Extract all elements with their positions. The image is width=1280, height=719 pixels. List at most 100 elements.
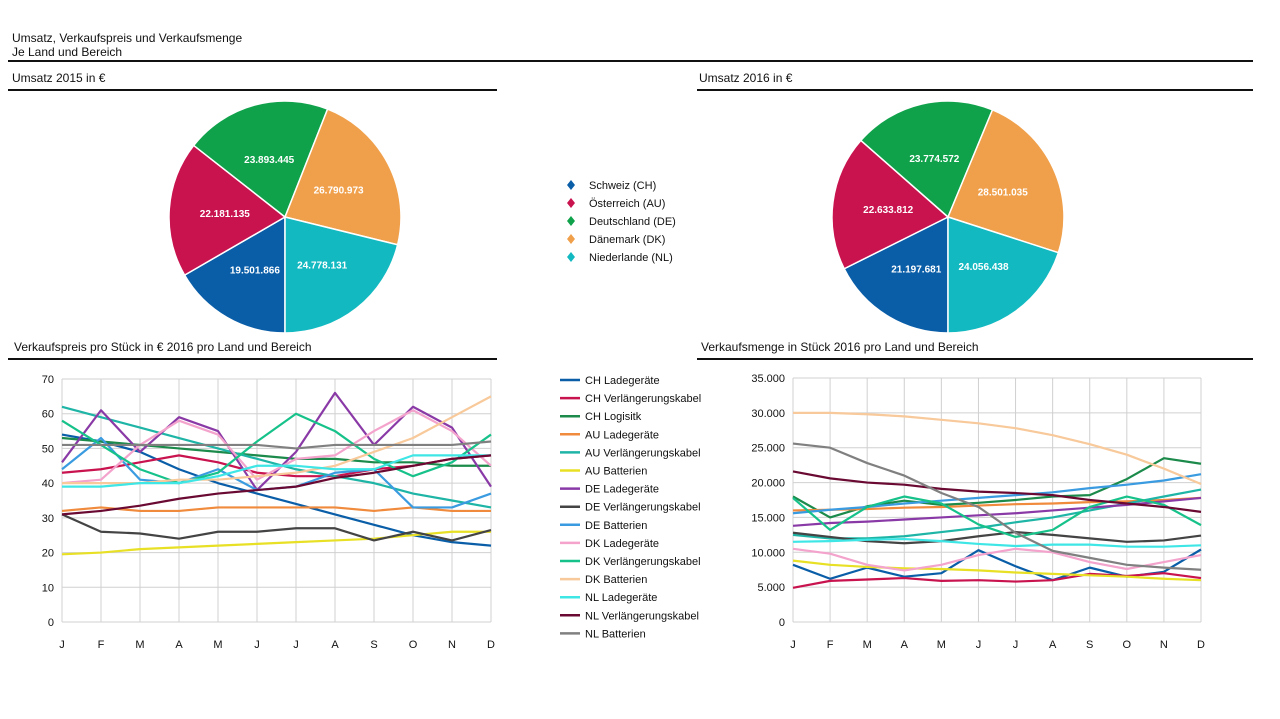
line-legend-label: NL Batterien xyxy=(585,628,646,640)
price-chart-series-12 xyxy=(62,454,491,488)
line-legend-item: DK Ladegeräte xyxy=(560,538,659,550)
quantity-chart-xtick-label: J xyxy=(1013,639,1019,651)
report-subtitle: Je Land und Bereich xyxy=(12,45,123,59)
pie-2015-title: Umsatz 2015 in € xyxy=(12,71,106,85)
pie-2015-slice-3 xyxy=(283,108,402,246)
pie-2016-slice-4 xyxy=(947,215,1060,334)
pie-legend-item: Dänemark (DK) xyxy=(567,234,665,246)
quantity-chart-title: Verkaufsmenge in Stück 2016 pro Land und… xyxy=(701,340,979,354)
quantity-chart-series-10 xyxy=(792,495,1202,539)
pie-2016-slice-label-0: 21.197.681 xyxy=(891,264,941,275)
line-legend-item: AU Batterien xyxy=(560,466,647,478)
price-chart-ytick-label: 30 xyxy=(42,513,54,525)
price-chart-xtick-label: J xyxy=(254,639,260,651)
price-chart-divider xyxy=(8,358,497,360)
line-legend-label: AU Verlängerungskabel xyxy=(585,447,701,459)
quantity-chart-xtick-label: N xyxy=(1160,639,1168,651)
line-legend-label: AU Ladegeräte xyxy=(585,429,659,441)
quantity-chart-xtick-label: M xyxy=(937,639,946,651)
pie-legend-label: Schweiz (CH) xyxy=(589,180,656,192)
price-chart-xtick-label: M xyxy=(135,639,144,651)
line-legend-item: CH Verlängerungskabel xyxy=(560,393,701,405)
quantity-chart-ytick-label: 0 xyxy=(779,617,785,629)
line-legend-label: DE Ladegeräte xyxy=(585,484,659,496)
legend-diamond-icon xyxy=(567,252,575,262)
line-legend-label: CH Verlängerungskabel xyxy=(585,393,701,405)
legend-diamond-icon xyxy=(567,180,575,190)
pie-legend-label: Deutschland (DE) xyxy=(589,216,676,228)
quantity-chart: 0 5.000 10.000 15.000 20.000 25.000 30.000 35.0… xyxy=(751,373,1205,651)
pie-2016-slice-label-1: 22.633.812 xyxy=(863,205,913,216)
line-legend-item: AU Verlängerungskabel xyxy=(560,447,701,459)
pie-2015-slice-label-0: 19.501.866 xyxy=(230,265,280,276)
line-legend-label: DE Verlängerungskabel xyxy=(585,502,701,514)
price-chart-xtick-label: N xyxy=(448,639,456,651)
quantity-chart-xtick-label: A xyxy=(901,639,909,651)
pie-2015-slice-0 xyxy=(183,215,286,334)
pie-2015-slice-1 xyxy=(168,144,287,277)
pie-2015-slice-label-1: 22.181.135 xyxy=(200,209,250,220)
quantity-chart-series-11 xyxy=(793,411,1202,485)
legend-diamond-icon xyxy=(567,216,575,226)
line-legend-item: DE Verlängerungskabel xyxy=(560,502,701,514)
pie-legend-item: Niederlande (NL) xyxy=(567,252,673,264)
quantity-chart-divider xyxy=(697,358,1253,360)
price-chart-xtick-label: F xyxy=(98,639,105,651)
quantity-chart-ytick-label: 20.000 xyxy=(751,478,785,490)
price-chart-ytick-label: 50 xyxy=(42,443,54,455)
pie-2016: 21.197.681 22.633.812 23.774.572 28.501.035… xyxy=(831,100,1065,334)
price-chart-series-10 xyxy=(61,412,492,485)
price-chart-xtick-label: J xyxy=(59,639,65,651)
quantity-chart-series-9 xyxy=(792,547,1202,572)
quantity-chart-series-1 xyxy=(792,572,1202,589)
pie-2015-divider xyxy=(8,89,497,91)
price-chart-ytick-label: 10 xyxy=(42,582,54,594)
price-chart-ytick-label: 40 xyxy=(42,478,54,490)
line-legend-item: DK Batterien xyxy=(560,574,647,586)
price-chart-series-5 xyxy=(61,530,491,556)
pie-2016-slice-label-4: 24.056.438 xyxy=(958,262,1008,273)
quantity-chart-xtick-label: J xyxy=(976,639,982,651)
price-chart-xtick-label: A xyxy=(175,639,183,651)
quantity-chart-series-13 xyxy=(792,470,1202,513)
price-chart-series-4 xyxy=(61,405,492,509)
pie-legend-item: Österreich (AU) xyxy=(567,198,665,210)
price-chart-ytick-label: 0 xyxy=(48,617,54,629)
pie-legend-label: Niederlande (NL) xyxy=(589,252,673,264)
quantity-chart-series-4 xyxy=(792,488,1202,540)
pie-2016-title: Umsatz 2016 in € xyxy=(699,71,793,85)
line-legend-label: DK Ladegeräte xyxy=(585,538,659,550)
price-chart-xtick-label: S xyxy=(370,639,377,651)
pie-2015-slice-4 xyxy=(284,216,399,334)
line-legend-label: NL Verlängerungskabel xyxy=(585,610,699,622)
quantity-chart-ytick-label: 35.000 xyxy=(751,373,785,385)
line-legend-item: CH Logisitk xyxy=(560,411,642,423)
line-legend-label: DK Batterien xyxy=(585,574,647,586)
quantity-chart-xtick-label: S xyxy=(1086,639,1093,651)
pie-2015-slice-label-3: 26.790.973 xyxy=(314,185,364,196)
quantity-chart-ytick-label: 30.000 xyxy=(751,408,785,420)
line-legend-label: DE Batterien xyxy=(585,520,647,532)
price-chart-series-7 xyxy=(61,513,492,542)
line-legend-item: NL Ladegeräte xyxy=(560,592,657,604)
line-legend-item: DE Ladegeräte xyxy=(560,484,659,496)
price-chart-xtick-label: M xyxy=(213,639,222,651)
line-legend-item: AU Ladegeräte xyxy=(560,429,659,441)
price-chart-xtick-label: J xyxy=(293,639,299,651)
quantity-chart-xtick-label: J xyxy=(790,639,796,651)
pie-2015-slice-label-4: 24.778.131 xyxy=(297,260,347,271)
quantity-chart-series-14 xyxy=(792,442,1202,571)
line-legend-label: DK Verlängerungskabel xyxy=(585,556,701,568)
line-legend-item: NL Batterien xyxy=(560,628,646,640)
quantity-chart-series-3 xyxy=(792,496,1202,512)
price-chart-ytick-label: 70 xyxy=(42,374,54,386)
quantity-chart-series-8 xyxy=(792,473,1202,515)
price-chart-ytick-label: 60 xyxy=(42,409,54,421)
price-chart-series-9 xyxy=(61,409,492,485)
header-divider xyxy=(8,60,1253,62)
quantity-chart-series-12 xyxy=(792,537,1202,548)
pie-2016-slice-1 xyxy=(831,139,950,270)
line-legend-label: CH Ladegeräte xyxy=(585,375,660,387)
pie-2016-slice-label-3: 28.501.035 xyxy=(978,188,1028,199)
pie-2015-slice-label-2: 23.893.445 xyxy=(244,155,294,166)
